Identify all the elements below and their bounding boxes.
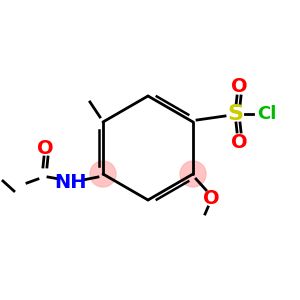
Text: S: S xyxy=(227,104,243,124)
Text: O: O xyxy=(37,139,53,158)
Circle shape xyxy=(180,161,206,187)
Text: NH: NH xyxy=(55,172,87,191)
Text: O: O xyxy=(203,188,219,208)
Text: Cl: Cl xyxy=(257,105,277,123)
Circle shape xyxy=(90,161,116,187)
Text: O: O xyxy=(231,76,247,95)
Text: O: O xyxy=(231,133,247,152)
